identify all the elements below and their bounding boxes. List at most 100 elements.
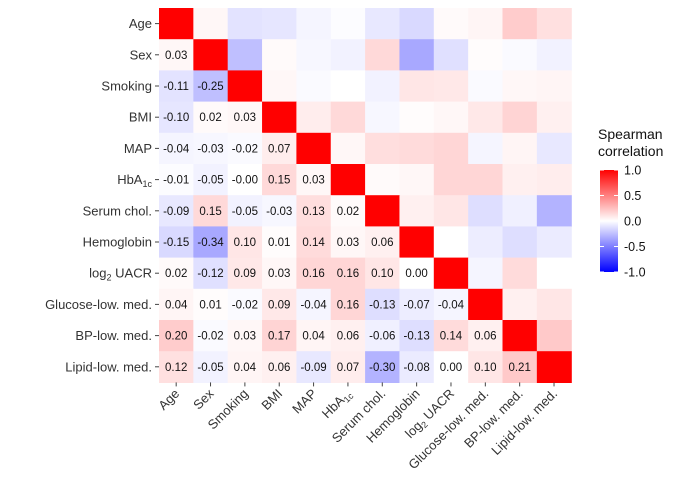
legend-tick-label: -0.5 [624,240,646,254]
heatmap-cell-r0-c8 [433,8,469,40]
x-label-subscript: 2 [419,419,430,430]
heatmap-cell-r6-c6 [365,195,401,227]
y-axis-label: Smoking [101,79,152,94]
cell-value-label: 0.06 [337,331,359,343]
cell-value-label: 0.03 [234,112,256,124]
heatmap-cell-r11-c10 [502,351,538,383]
heatmap-cell-r4-c0 [159,132,194,165]
cell-value-label: -0.04 [300,299,327,311]
cell-value-label: 0.06 [268,362,290,374]
cell-value-label: 0.15 [199,206,221,218]
cell-value-label: 0.13 [302,206,324,218]
y-label-subscript: 2 [107,273,112,283]
heatmap-cell-r1-c8 [433,39,469,71]
cell-value-label: 0.16 [302,268,324,280]
cell-value-label: -0.07 [404,299,430,311]
heatmap-cell-r0-c11 [536,8,572,40]
heatmap-cell-r11-c5 [330,351,366,383]
heatmap-cell-r3-c3 [262,101,297,134]
heatmap-cell-r6-c0 [159,195,194,227]
heatmap-cell-r7-c9 [468,226,504,259]
cell-value-label: 0.04 [165,299,188,311]
heatmap-cell-r1-c0 [159,39,194,71]
heatmap-cell-r9-c3 [262,288,297,321]
heatmap-cell-r2-c2 [227,70,263,103]
heatmap-cell-r9-c0 [159,288,194,321]
y-label-main: HbA [117,172,143,187]
heatmap-cell-r5-c0 [159,164,194,196]
heatmap-cell-r5-c5 [330,164,366,196]
heatmap-cell-r2-c1 [193,70,229,103]
heatmap-cell-r2-c0 [159,70,194,103]
heatmap-cell-r7-c2 [227,226,263,259]
heatmap-cell-r9-c11 [536,288,572,321]
heatmap-cell-r10-c11 [536,320,572,352]
legend: Spearman correlation 1.0 0.5 0.0 -0.5 -1.0 [598,126,663,280]
heatmap-cell-r11-c8 [433,351,469,383]
heatmap-cell-r2-c5 [330,70,366,103]
cell-value-label: -0.04 [163,143,190,155]
heatmap-cell-r0-c4 [296,8,332,40]
heatmap-cell-r9-c10 [502,288,538,321]
cell-value-label: -0.08 [404,362,430,374]
heatmap-cell-r5-c9 [468,164,504,196]
cell-value-label: 0.04 [234,362,257,374]
heatmap-cell-r0-c5 [330,8,366,40]
x-axis-label: MAP [289,386,320,417]
heatmap-cell-r6-c7 [399,195,435,227]
heatmap-cell-r7-c3 [262,226,297,259]
heatmap-cell-r8-c11 [536,257,572,290]
heatmap-cell-r9-c7 [399,288,435,321]
cell-value-label: -0.34 [197,237,224,249]
y-axis-label: Sex [130,47,153,62]
cell-value-label: -0.02 [197,331,223,343]
heatmap-cell-r0-c3 [262,8,297,40]
heatmap-cell-r4-c11 [536,132,572,165]
legend-tick-label: 1.0 [624,164,641,178]
cell-value-label: -0.25 [197,81,223,93]
heatmap-cell-r6-c4 [296,195,332,227]
heatmap-cell-r6-c2 [227,195,263,227]
cell-value-label: 0.01 [268,237,290,249]
cell-value-label: 0.02 [165,268,187,280]
heatmap-cell-r3-c11 [536,101,572,134]
heatmap-cell-r5-c7 [399,164,435,196]
y-label-prefix: log [89,266,106,281]
cell-value-label: 0.02 [199,112,221,124]
y-axis-label: MAP [124,141,152,156]
heatmap-cell-r11-c6 [365,351,401,383]
heatmap-cell-r7-c6 [365,226,401,259]
cell-value-label: 0.16 [337,299,359,311]
x-axis-label: BMI [258,386,285,413]
heatmap-cell-r8-c9 [468,257,504,290]
heatmap-cell-r7-c5 [330,226,366,259]
legend-tick-label: 0.5 [624,189,641,203]
heatmap-cell-r11-c4 [296,351,332,383]
heatmap-cell-r10-c7 [399,320,435,352]
heatmap-cell-r3-c9 [468,101,504,134]
heatmap-cell-r4-c8 [433,132,469,165]
cell-value-label: -0.05 [197,362,223,374]
heatmap-cell-r8-c6 [365,257,401,290]
heatmap-cell-r9-c4 [296,288,332,321]
cell-value-label: 0.03 [165,50,187,62]
cell-value-label: 0.02 [337,206,359,218]
cell-value-label: -0.13 [369,299,395,311]
cell-value-label: -0.02 [232,143,258,155]
heatmap-cell-r2-c11 [536,70,572,103]
cell-value-label: -0.09 [300,362,326,374]
heatmap-cell-r0-c0 [159,8,194,40]
cell-value-label: 0.07 [268,143,290,155]
cell-value-label: -0.30 [369,362,395,374]
heatmap-cell-r8-c2 [227,257,263,290]
cell-value-label: 0.03 [337,237,359,249]
cell-value-label: -0.01 [163,175,189,187]
heatmap-cell-r2-c4 [296,70,332,103]
heatmap-cell-r8-c0 [159,257,194,290]
heatmap-cell-r3-c10 [502,101,538,134]
cell-value-label: 0.01 [199,299,221,311]
heatmap-cell-r7-c8 [433,226,469,259]
heatmap-cell-r10-c1 [193,320,229,352]
cell-value-label: -0.04 [438,299,465,311]
